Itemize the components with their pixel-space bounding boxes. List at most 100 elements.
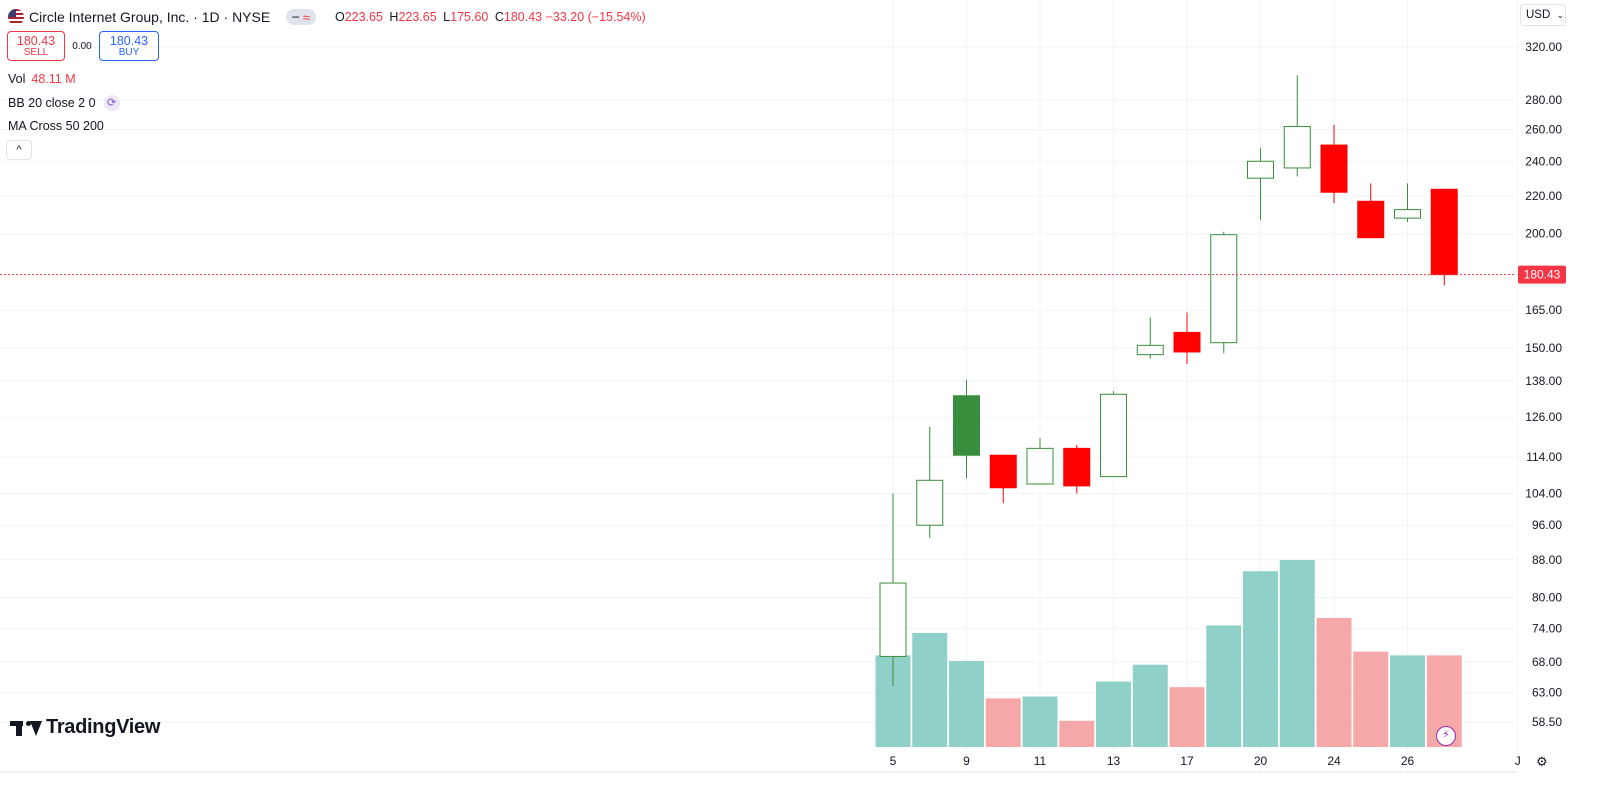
buy-price: 180.43 — [109, 34, 149, 48]
lightning-icon[interactable]: ⚡ — [1436, 726, 1456, 746]
x-tick-label: 13 — [1107, 754, 1121, 768]
candle — [916, 426, 944, 538]
volume-bar — [1169, 687, 1205, 747]
y-tick-label: 96.00 — [1532, 518, 1562, 532]
sell-price: 180.43 — [16, 34, 56, 48]
candle — [1063, 444, 1091, 494]
chevron-up-icon: ^ — [16, 144, 22, 156]
y-tick-label: 260.00 — [1525, 122, 1562, 136]
candle-body — [1394, 209, 1421, 219]
x-tick-label: 17 — [1180, 754, 1194, 768]
last-price-label: 180.43 — [1524, 268, 1561, 282]
x-tick-label: 11 — [1034, 754, 1047, 768]
collapse-legend-button[interactable]: ^ — [6, 140, 32, 160]
tradingview-logo[interactable]: TradingView — [10, 716, 160, 739]
volume-bar — [985, 698, 1021, 747]
open-key: O — [334, 10, 345, 24]
x-tick-label: J — [1515, 754, 1521, 768]
minus-icon: ━ — [292, 11, 299, 24]
candle-body — [1173, 331, 1201, 353]
currency-selector[interactable]: USD ⌄ — [1520, 4, 1566, 26]
candle — [1136, 317, 1164, 359]
volume-bar — [1243, 571, 1278, 747]
high-key: H — [389, 10, 399, 24]
y-tick-label: 114.00 — [1526, 450, 1562, 464]
trade-buttons: 180.43 SELL 0.00 180.43 BUY — [7, 31, 159, 61]
volume-indicator[interactable]: Vol 48.11 M — [8, 72, 76, 86]
ma-cross-label: MA Cross 50 200 — [8, 119, 104, 133]
wave-icon: ≈ — [302, 9, 310, 25]
y-tick-label: 104.00 — [1525, 486, 1562, 500]
bollinger-indicator[interactable]: BB 20 close 2 0 ⟳ — [8, 95, 120, 111]
y-tick-label: 88.00 — [1532, 553, 1562, 567]
candle — [953, 379, 980, 479]
candle — [1100, 391, 1127, 478]
ma-cross-indicator[interactable]: MA Cross 50 200 — [8, 119, 104, 133]
volume-bar — [1206, 625, 1242, 747]
y-tick-label: 150.00 — [1525, 341, 1562, 355]
open-value: 223.65 — [344, 10, 383, 24]
candle — [1357, 183, 1385, 239]
chevron-down-icon: ⌄ — [1556, 10, 1565, 20]
volume-bar — [1132, 664, 1168, 747]
candle — [879, 493, 907, 687]
volume-bar — [1353, 651, 1389, 747]
x-tick-label: 20 — [1254, 754, 1268, 768]
candle-body — [989, 454, 1017, 489]
y-tick-label: 74.00 — [1532, 622, 1562, 636]
y-tick-label: 80.00 — [1532, 591, 1562, 605]
spread-value: 0.00 — [72, 40, 92, 52]
y-tick-label: 220.00 — [1525, 189, 1562, 203]
x-tick-label: 26 — [1401, 754, 1415, 768]
y-tick-label: 320.00 — [1525, 40, 1562, 54]
volume-bar — [1390, 655, 1425, 747]
y-tick-label: 280.00 — [1525, 93, 1562, 107]
y-tick-label: 240.00 — [1525, 154, 1562, 168]
chart-style-toggle[interactable]: ━ ≈ — [286, 9, 316, 25]
candle-body — [953, 395, 980, 456]
low-value: 175.60 — [450, 10, 489, 24]
close-key: C — [494, 10, 504, 24]
bollinger-label: BB 20 close 2 0 — [8, 96, 96, 110]
volume-bar — [949, 660, 984, 747]
x-tick-label: 5 — [890, 754, 897, 768]
candle — [1210, 231, 1238, 354]
settings-icon[interactable]: ⚙ — [1536, 754, 1548, 769]
volume-bar — [1316, 617, 1352, 747]
symbol-title[interactable]: Circle Internet Group, Inc. · 1D · NYSE — [29, 9, 271, 25]
sell-button[interactable]: 180.43 SELL — [7, 31, 65, 61]
candle-body — [1283, 125, 1311, 169]
candle-body — [1026, 447, 1054, 485]
sell-label: SELL — [23, 47, 49, 59]
refresh-icon[interactable]: ⟳ — [103, 95, 120, 111]
buy-label: BUY — [118, 47, 140, 59]
volume-value: 48.11 M — [31, 72, 76, 86]
y-tick-label: 165.00 — [1525, 303, 1562, 317]
candle — [1283, 75, 1311, 177]
us-flag-icon — [8, 9, 24, 25]
last-price-tag: 180.43 — [1518, 265, 1566, 284]
volume-label: Vol — [8, 72, 26, 86]
candle-body — [1320, 144, 1348, 193]
y-tick-label: 68.00 — [1532, 655, 1562, 669]
y-tick-label: 126.00 — [1525, 410, 1562, 424]
candle — [1173, 312, 1201, 365]
candle-body — [1100, 393, 1127, 478]
x-tick-label: 24 — [1327, 754, 1341, 768]
candle-body — [879, 582, 907, 657]
brand-name: TradingView — [46, 716, 161, 738]
candle — [989, 454, 1017, 504]
candle-body — [1210, 234, 1238, 344]
volume-bar — [912, 632, 948, 747]
x-tick-label: 9 — [963, 754, 970, 768]
buy-button[interactable]: 180.43 BUY — [99, 31, 159, 61]
candle — [1026, 438, 1054, 485]
candle-body — [916, 479, 944, 526]
tradingview-logo-icon — [10, 719, 42, 737]
candle — [1394, 183, 1421, 222]
volume-bar — [1279, 560, 1315, 747]
candle-body — [1063, 447, 1091, 487]
volume-bar — [1096, 681, 1131, 747]
chart-header: Circle Internet Group, Inc. · 1D · NYSE … — [8, 6, 646, 28]
